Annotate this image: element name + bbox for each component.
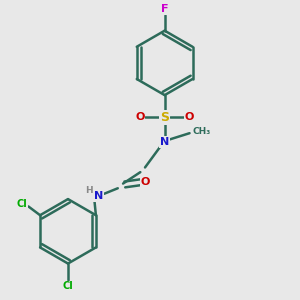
Text: Cl: Cl xyxy=(16,199,27,209)
Text: S: S xyxy=(160,111,169,124)
Text: O: O xyxy=(185,112,194,122)
Text: N: N xyxy=(160,137,169,147)
Text: F: F xyxy=(161,4,168,14)
Text: N: N xyxy=(94,191,104,201)
Text: CH₃: CH₃ xyxy=(193,127,211,136)
Text: H: H xyxy=(85,186,93,195)
Text: O: O xyxy=(135,112,144,122)
Text: Cl: Cl xyxy=(63,281,74,291)
Text: O: O xyxy=(141,176,150,187)
